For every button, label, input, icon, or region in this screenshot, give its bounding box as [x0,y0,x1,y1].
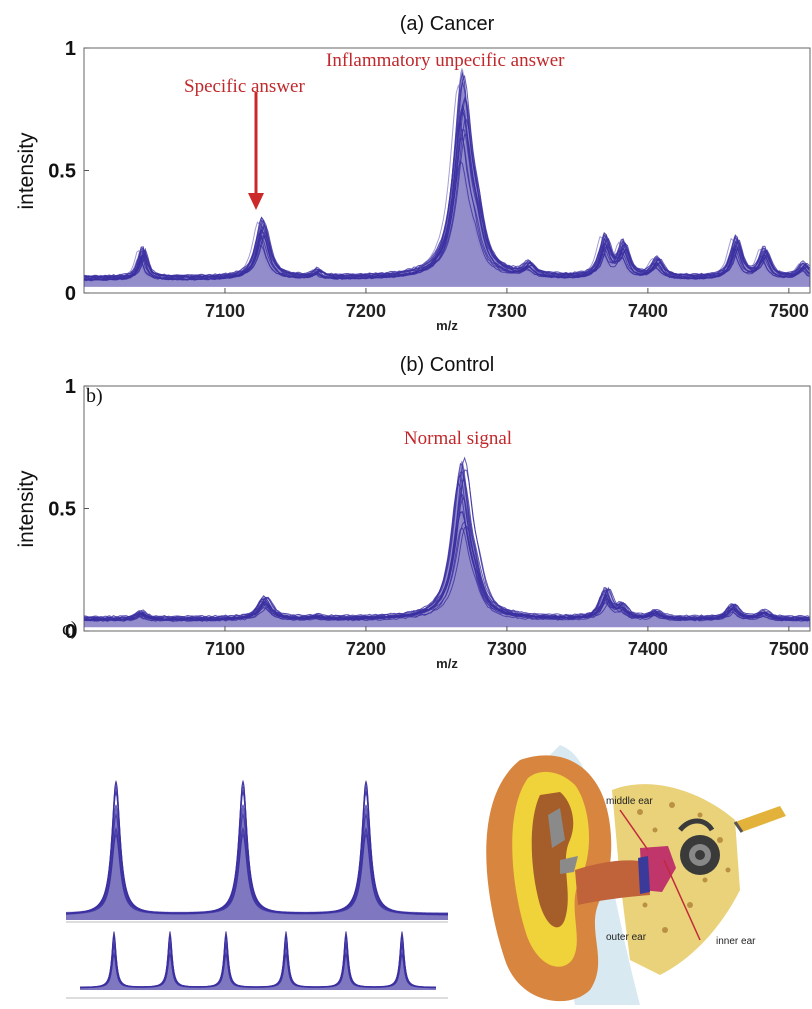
x-tick-label: 7400 [628,639,668,659]
x-tick-label: 7500 [769,301,809,321]
thumbnail-trace [80,936,436,988]
thumbnail-trace [80,931,436,988]
y-tick-label: 1 [65,376,76,398]
specific-answer-arrow-icon [248,92,264,210]
ear-label-outer: outer ear [606,932,647,943]
chart-panel-a: (a) Cancer 7100 7200 7300 7400 7500 0 0.5 1 int… [15,13,811,333]
y-tick-label: 0.5 [48,161,76,183]
ear-label-inner: inner ear [716,936,756,947]
thumbnail-trace [80,945,436,988]
thumbnail-trace [80,931,436,988]
spectrum-trace [84,462,810,619]
thumbnail-trace [79,941,437,988]
annotation-normal-signal: Normal signal [404,428,512,449]
spectrum-trace [84,119,810,280]
panel-letter-b: b) [86,385,103,407]
spectrum-trace [84,497,810,621]
thumbnail-spectra [66,780,449,990]
axis-ticks: 7100 7200 7300 7400 7500 0 0.5 1 [48,376,809,659]
y-axis-label: intensity [15,470,38,548]
chart-panel-b: (b) Control 7100 7200 7300 7400 7500 0 0.5 1 in… [15,354,811,671]
thumbnail-envelope [66,806,448,920]
annotation-specific-answer: Specific answer [184,76,305,97]
y-tick-label: 0.5 [48,499,76,521]
y-tick-label: 0 [65,283,76,305]
x-tick-label: 7500 [769,639,809,659]
annotation-inflammatory: Inflammatory unpecific answer [326,50,565,71]
spectra-thumbnails [66,780,449,999]
x-tick-label: 7300 [487,301,527,321]
chart-title: (b) Control [400,354,494,376]
x-tick-label: 7300 [487,639,527,659]
x-tick-label: 7400 [628,301,668,321]
spectra-series [84,67,810,287]
spectra-series [84,456,810,628]
x-tick-label: 7100 [205,301,245,321]
spectrum-trace [84,527,810,623]
x-tick-label: 7100 [205,639,245,659]
thumbnail-trace [80,933,436,988]
chart-title: (a) Cancer [400,13,495,35]
x-axis-label: m/z [436,656,458,671]
thumbnail-trace [80,952,436,989]
ear-label-middle: middle ear [606,796,653,807]
thumbnail-trace [66,781,449,915]
y-tick-label: 0 [65,621,76,643]
spectrum-trace [84,138,810,280]
x-tick-label: 7200 [346,639,386,659]
thumbnail-envelope [80,942,436,990]
x-tick-label: 7200 [346,301,386,321]
x-axis-label: m/z [436,318,458,333]
panel-letter-c: c) [62,618,78,640]
thumbnail-trace [79,951,437,988]
thumbnail-trace [80,953,436,988]
thumbnail-trace [80,935,436,989]
y-axis-label: intensity [15,132,38,210]
axis-ticks: 7100 7200 7300 7400 7500 0 0.5 1 [48,38,809,321]
ear-anatomy-illustration: middle ear outer ear inner ear [486,745,786,1005]
y-tick-label: 1 [65,38,76,60]
